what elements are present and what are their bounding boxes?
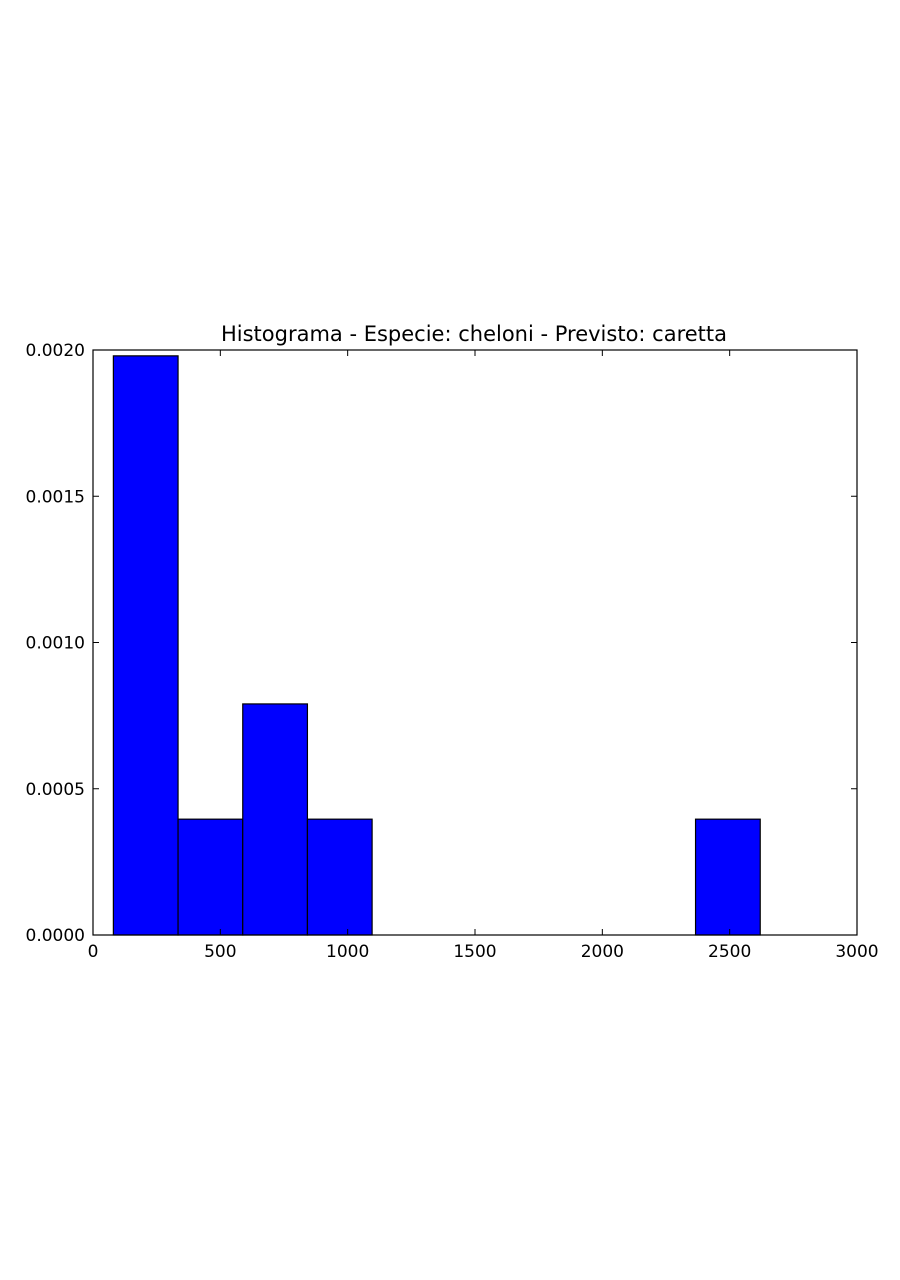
ticks-layer: 0 500 1000 1500 2000 2500 3000 0.0000 0.0005 0.00…: [26, 341, 879, 962]
x-tick-label-0: 0: [88, 942, 99, 962]
x-tick-label-1: 500: [204, 942, 236, 962]
histogram-bar-9: [694, 818, 761, 936]
histogram-bar-3: [306, 818, 373, 936]
histogram-bar-1: [177, 818, 244, 936]
x-tick-label-5: 2500: [708, 942, 751, 962]
y-tick-label-2: 0.0010: [26, 634, 85, 654]
y-tick-label-1: 0.0005: [26, 780, 85, 800]
bars-layer: [112, 355, 761, 936]
x-tick-label-6: 3000: [835, 942, 878, 962]
histogram-bar-2: [242, 703, 309, 936]
chart-title: Histograma - Especie: cheloni - Previsto…: [221, 322, 727, 346]
plot-frame: [92, 349, 858, 936]
x-tick-label-4: 2000: [581, 942, 624, 962]
histogram-bar-0: [112, 355, 179, 936]
y-tick-label-0: 0.0000: [26, 926, 85, 946]
y-tick-label-3: 0.0015: [26, 487, 85, 507]
y-tick-label-4: 0.0020: [26, 341, 85, 361]
x-tick-label-3: 1500: [453, 942, 496, 962]
x-tick-label-2: 1000: [326, 942, 369, 962]
